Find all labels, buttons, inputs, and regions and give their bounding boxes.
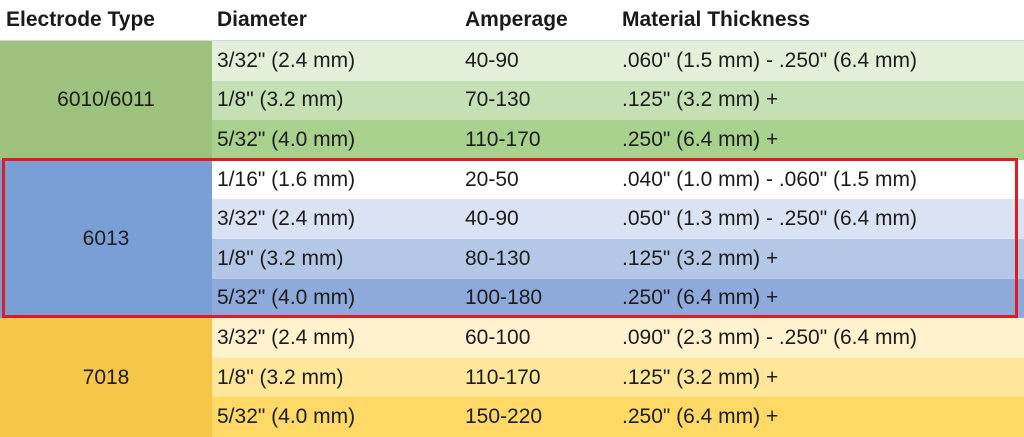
table-row: 3/32" (2.4 mm) 40-90 .050" (1.3 mm) - .250… xyxy=(212,199,1024,239)
amperage-cell: 80-130 xyxy=(465,246,531,270)
table-row: 3/32" (2.4 mm) 40-90 .060" (1.5 mm) - .250… xyxy=(212,41,1024,81)
thickness-cell: .250" (6.4 mm) + xyxy=(622,286,779,310)
diameter-cell: 1/8" (3.2 mm) xyxy=(217,246,344,270)
table-row: 5/32" (4.0 mm) 100-180 .250" (6.4 mm) + xyxy=(212,278,1024,319)
header-electrode-type: Electrode Type xyxy=(6,8,155,31)
amperage-cell: 110-170 xyxy=(465,365,541,389)
table-row: 1/16" (1.6 mm) 20-50 .040" (1.0 mm) - .060… xyxy=(212,159,1024,200)
diameter-cell: 5/32" (4.0 mm) xyxy=(217,286,356,310)
table-row: 5/32" (4.0 mm) 150-220 .250" (6.4 mm) + xyxy=(212,397,1024,437)
thickness-cell: .125" (3.2 mm) + xyxy=(622,365,779,389)
amperage-cell: 40-90 xyxy=(465,48,519,72)
thickness-cell: .125" (3.2 mm) + xyxy=(622,246,779,270)
table-header-row: Electrode Type Diameter Amperage Materia… xyxy=(0,0,1024,41)
diameter-cell: 3/32" (2.4 mm) xyxy=(217,207,356,231)
diameter-cell: 1/8" (3.2 mm) xyxy=(217,365,344,389)
amperage-cell: 100-180 xyxy=(465,286,543,310)
header-amperage: Amperage xyxy=(465,8,568,31)
table-row: 1/8" (3.2 mm) 70-130 .125" (3.2 mm) + xyxy=(212,80,1024,121)
amperage-cell: 60-100 xyxy=(465,325,531,349)
thickness-cell: .090" (2.3 mm) - .250" (6.4 mm) xyxy=(622,325,917,349)
thickness-cell: .040" (1.0 mm) - .060" (1.5 mm) xyxy=(622,167,917,191)
thickness-cell: .250" (6.4 mm) + xyxy=(622,127,779,151)
diameter-cell: 1/16" (1.6 mm) xyxy=(217,167,356,191)
table-row: 5/32" (4.0 mm) 110-170 .250" (6.4 mm) + xyxy=(212,120,1024,160)
thickness-cell: .060" (1.5 mm) - .250" (6.4 mm) xyxy=(622,48,917,72)
diameter-cell: 3/32" (2.4 mm) xyxy=(217,48,356,72)
thickness-cell: .125" (3.2 mm) + xyxy=(622,88,779,112)
diameter-cell: 5/32" (4.0 mm) xyxy=(217,405,356,429)
thickness-cell: .250" (6.4 mm) + xyxy=(622,405,779,429)
header-material-thickness: Material Thickness xyxy=(622,8,810,31)
diameter-cell: 1/8" (3.2 mm) xyxy=(217,88,344,112)
thickness-cell: .050" (1.3 mm) - .250" (6.4 mm) xyxy=(622,207,917,231)
table-row: 1/8" (3.2 mm) 110-170 .125" (3.2 mm) + xyxy=(212,357,1024,398)
amperage-cell: 150-220 xyxy=(465,405,543,429)
table-row: 1/8" (3.2 mm) 80-130 .125" (3.2 mm) + xyxy=(212,239,1024,279)
amperage-cell: 20-50 xyxy=(465,167,519,191)
amperage-cell: 40-90 xyxy=(465,207,519,231)
header-diameter: Diameter xyxy=(217,8,307,31)
amperage-cell: 70-130 xyxy=(465,88,531,112)
diameter-cell: 3/32" (2.4 mm) xyxy=(217,325,356,349)
group-label-2: 7018 xyxy=(0,318,212,437)
table-row: 3/32" (2.4 mm) 60-100 .090" (2.3 mm) - .25… xyxy=(212,318,1024,358)
amperage-cell: 110-170 xyxy=(465,127,541,151)
group-label-1: 6013 xyxy=(0,159,212,319)
group-label-0: 6010/6011 xyxy=(0,41,212,160)
diameter-cell: 5/32" (4.0 mm) xyxy=(217,127,356,151)
